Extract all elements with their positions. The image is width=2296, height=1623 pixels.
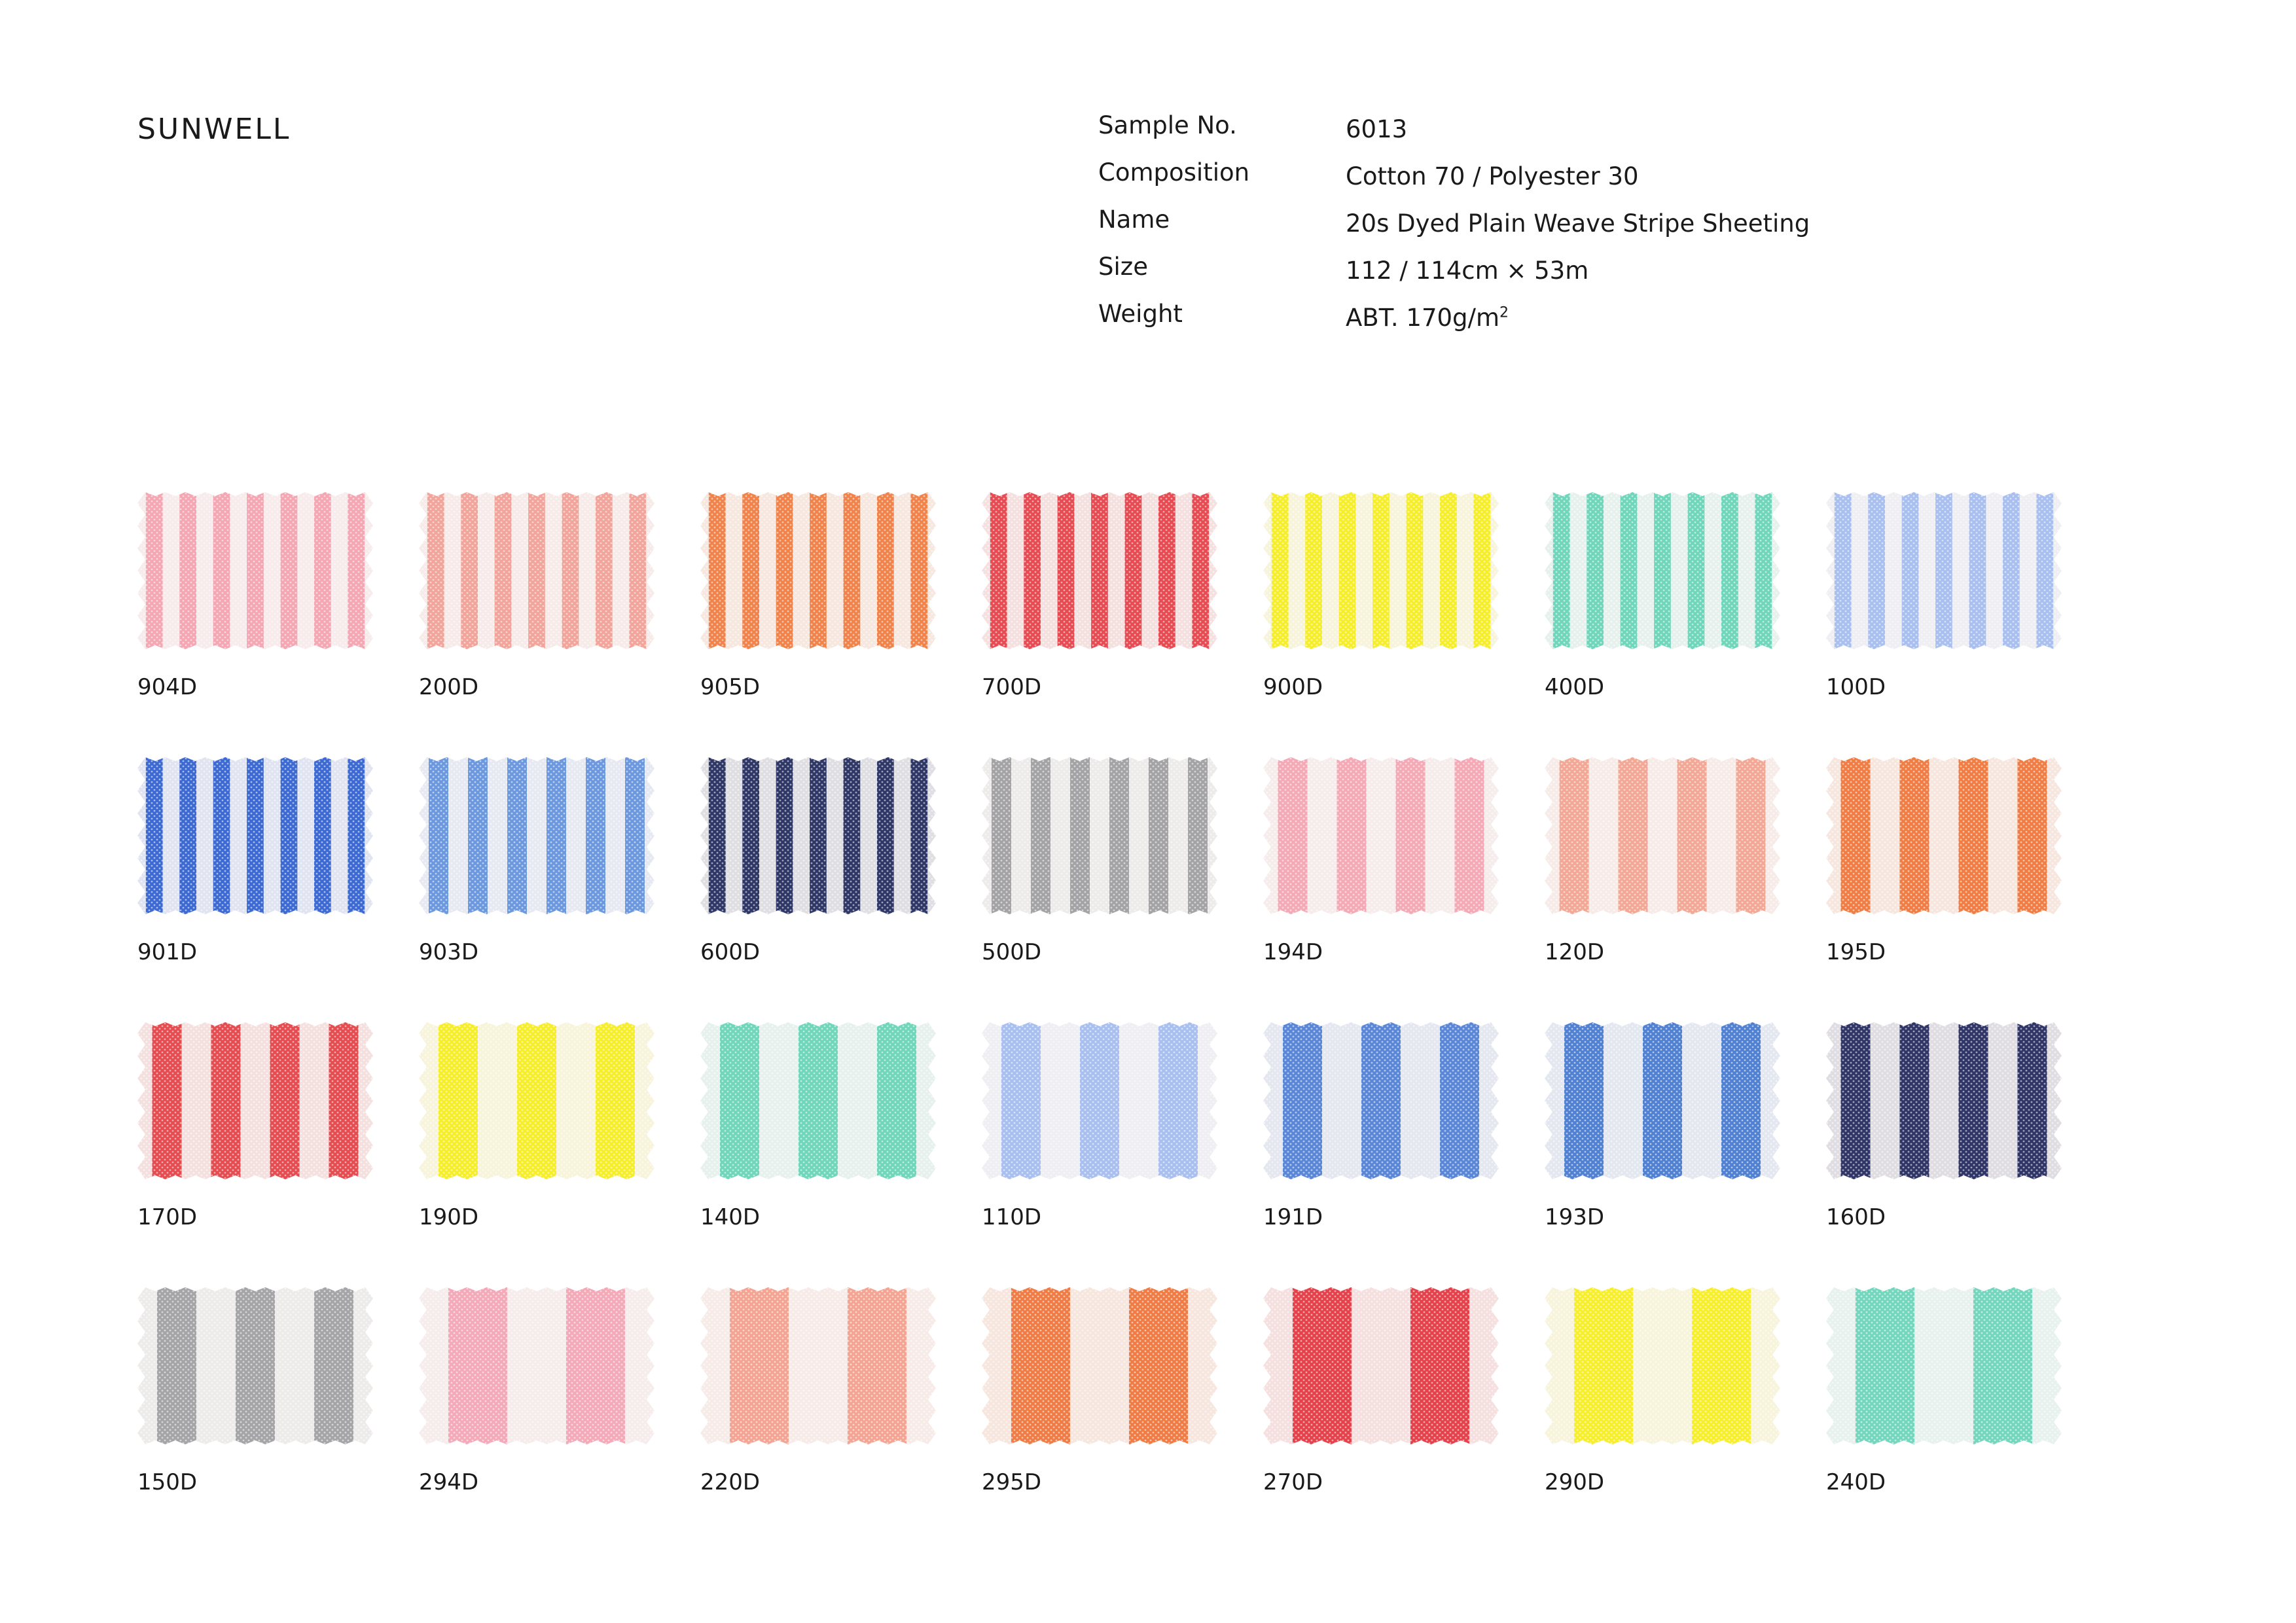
fabric-swatch: 170D <box>137 1022 373 1230</box>
fabric-swatch-image <box>1545 757 1780 914</box>
fabric-swatch-image <box>419 757 655 914</box>
swatch-code: 190D <box>419 1204 479 1230</box>
spec-value: ABT. 170g/m2 <box>1346 304 1509 332</box>
fabric-swatch-image <box>1826 1022 2062 1179</box>
fabric-swatch-image <box>137 757 373 914</box>
swatch-code: 600D <box>700 939 761 965</box>
swatch-code: 110D <box>982 1204 1042 1230</box>
fabric-swatch: 400D <box>1545 492 1780 700</box>
swatch-code: 240D <box>1826 1469 1886 1495</box>
fabric-swatch: 120D <box>1545 757 1780 965</box>
swatch-code: 220D <box>700 1469 761 1495</box>
fabric-swatch: 110D <box>982 1022 1217 1230</box>
fabric-swatch-image <box>982 492 1217 649</box>
fabric-swatch-image <box>982 1287 1217 1444</box>
swatch-code: 905D <box>700 674 761 700</box>
swatch-code: 295D <box>982 1469 1042 1495</box>
fabric-swatch: 901D <box>137 757 373 965</box>
fabric-swatch: 905D <box>700 492 936 700</box>
spec-label: Size <box>1098 253 1148 281</box>
swatch-code: 194D <box>1263 939 1323 965</box>
brand-name: SUNWELL <box>137 113 291 146</box>
swatch-code: 290D <box>1545 1469 1605 1495</box>
swatch-code: 195D <box>1826 939 1886 965</box>
fabric-swatch: 195D <box>1826 757 2062 965</box>
fabric-swatch: 200D <box>419 492 655 700</box>
spec-value-text: ABT. 170g/m <box>1346 304 1500 332</box>
fabric-swatch: 220D <box>700 1287 936 1495</box>
fabric-swatch: 150D <box>137 1287 373 1495</box>
fabric-swatch: 193D <box>1545 1022 1780 1230</box>
fabric-swatch-image <box>700 757 936 914</box>
spec-label: Weight <box>1098 300 1183 328</box>
swatch-code: 901D <box>137 939 198 965</box>
swatch-code: 900D <box>1263 674 1323 700</box>
fabric-swatch-image <box>419 1287 655 1444</box>
swatch-code: 200D <box>419 674 479 700</box>
fabric-swatch: 240D <box>1826 1287 2062 1495</box>
spec-value: Cotton 70 / Polyester 30 <box>1346 162 1639 190</box>
fabric-swatch-image <box>1545 1287 1780 1444</box>
fabric-swatch-image <box>1826 492 2062 649</box>
spec-label: Sample No. <box>1098 111 1237 139</box>
fabric-swatch-image <box>982 1022 1217 1179</box>
fabric-swatch-image <box>1826 757 2062 914</box>
fabric-swatch: 100D <box>1826 492 2062 700</box>
fabric-swatch: 290D <box>1545 1287 1780 1495</box>
spec-value-superscript: 2 <box>1499 304 1509 321</box>
fabric-swatch: 500D <box>982 757 1217 965</box>
fabric-swatch: 903D <box>419 757 655 965</box>
fabric-swatch: 904D <box>137 492 373 700</box>
spec-value: 20s Dyed Plain Weave Stripe Sheeting <box>1346 209 1810 238</box>
fabric-swatch: 600D <box>700 757 936 965</box>
swatch-code: 150D <box>137 1469 198 1495</box>
swatch-code: 903D <box>419 939 479 965</box>
spec-label: Composition <box>1098 158 1250 187</box>
fabric-swatch: 140D <box>700 1022 936 1230</box>
fabric-swatch-image <box>1263 757 1499 914</box>
spec-value: 112 / 114cm × 53m <box>1346 257 1589 285</box>
swatch-code: 400D <box>1545 674 1605 700</box>
fabric-swatch-image <box>137 1287 373 1444</box>
fabric-swatch: 900D <box>1263 492 1499 700</box>
fabric-swatch: 295D <box>982 1287 1217 1495</box>
fabric-swatch: 294D <box>419 1287 655 1495</box>
fabric-swatch-image <box>419 492 655 649</box>
swatch-code: 904D <box>137 674 198 700</box>
swatch-code: 100D <box>1826 674 1886 700</box>
fabric-swatch: 194D <box>1263 757 1499 965</box>
swatch-code: 294D <box>419 1469 479 1495</box>
swatch-code: 191D <box>1263 1204 1323 1230</box>
fabric-swatch: 270D <box>1263 1287 1499 1495</box>
fabric-swatch-image <box>419 1022 655 1179</box>
fabric-swatch-image <box>1263 1022 1499 1179</box>
fabric-swatch-image <box>1263 1287 1499 1444</box>
fabric-swatch-image <box>1545 492 1780 649</box>
fabric-swatch-image <box>700 492 936 649</box>
fabric-swatch-image <box>137 492 373 649</box>
swatch-code: 700D <box>982 674 1042 700</box>
spec-label: Name <box>1098 205 1170 234</box>
fabric-swatch: 191D <box>1263 1022 1499 1230</box>
swatch-code: 160D <box>1826 1204 1886 1230</box>
fabric-swatch: 700D <box>982 492 1217 700</box>
swatch-code: 193D <box>1545 1204 1605 1230</box>
fabric-swatch-image <box>1826 1287 2062 1444</box>
fabric-swatch: 160D <box>1826 1022 2062 1230</box>
fabric-swatch-image <box>700 1022 936 1179</box>
swatch-code: 270D <box>1263 1469 1323 1495</box>
swatch-code: 140D <box>700 1204 761 1230</box>
fabric-swatch-image <box>1545 1022 1780 1179</box>
fabric-swatch-image <box>1263 492 1499 649</box>
spec-value: 6013 <box>1346 115 1408 143</box>
fabric-swatch-image <box>982 757 1217 914</box>
swatch-code: 170D <box>137 1204 198 1230</box>
swatch-code: 500D <box>982 939 1042 965</box>
fabric-swatch-image <box>137 1022 373 1179</box>
swatch-code: 120D <box>1545 939 1605 965</box>
fabric-swatch-image <box>700 1287 936 1444</box>
fabric-swatch: 190D <box>419 1022 655 1230</box>
